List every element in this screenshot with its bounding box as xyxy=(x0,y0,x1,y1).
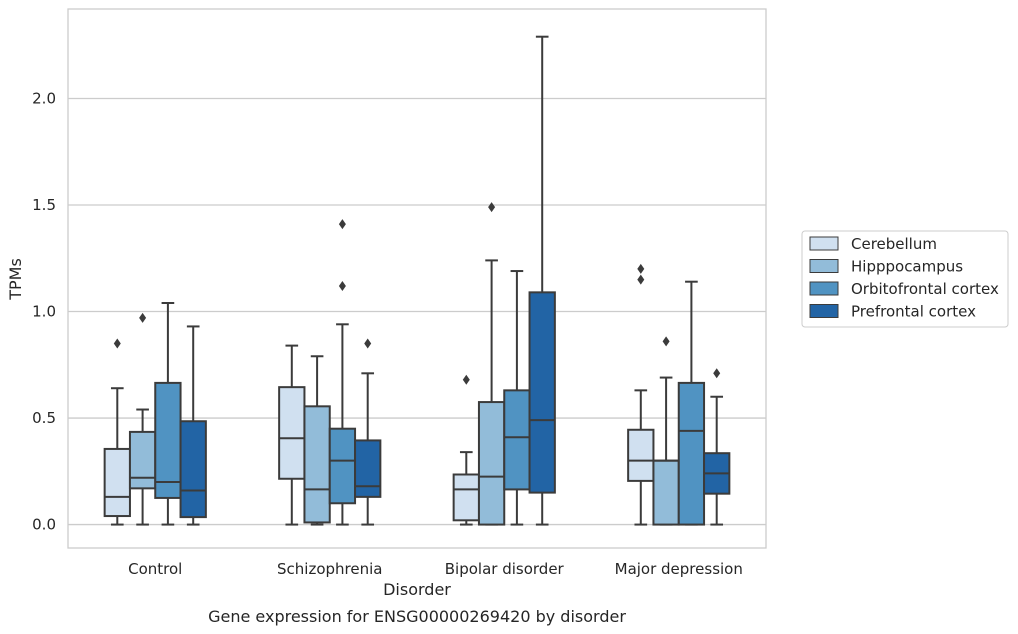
box-body xyxy=(627,428,655,482)
legend-label: Prefrontal cortex xyxy=(851,303,976,321)
y-tick-label: 1.5 xyxy=(32,196,56,214)
legend-label: Hipppocampus xyxy=(851,258,963,276)
legend-label: Orbitofrontal cortex xyxy=(851,280,999,298)
outlier-marker xyxy=(662,336,670,347)
box-body xyxy=(103,447,131,518)
legend-swatch xyxy=(809,236,839,251)
box-body xyxy=(179,420,207,519)
legend-swatch xyxy=(809,304,839,318)
chart-caption: Gene expression for ENSG00000269420 by d… xyxy=(208,607,626,626)
legend-swatch xyxy=(809,281,839,296)
outlier-marker xyxy=(488,202,496,213)
box-hipppocampus-control xyxy=(128,312,157,526)
x-tick-labels: Control Schizophrenia Bipolar disorder Majo… xyxy=(128,560,743,578)
box-orbitofrontal-cortex-control xyxy=(154,302,182,526)
x-axis-title: Disorder xyxy=(383,580,451,599)
x-tick-label: Schizophrenia xyxy=(277,560,382,578)
legend-frame xyxy=(801,230,1009,328)
outlier-marker xyxy=(338,280,346,291)
legend: Cerebellum Hipppocampus Orbitofrontal cort… xyxy=(801,230,1009,328)
box-body xyxy=(303,405,331,524)
outlier-marker xyxy=(338,219,346,230)
y-tick-label: 1.0 xyxy=(32,303,56,321)
box-prefrontal-cortex-schizophrenia xyxy=(354,338,382,526)
box-body xyxy=(528,291,556,494)
box-prefrontal-cortex-bipolar-disorder xyxy=(528,35,556,526)
box-body xyxy=(477,401,506,526)
plot-frame xyxy=(67,8,767,549)
outlier-marker xyxy=(113,338,121,349)
box-cerebellum-bipolar-disorder xyxy=(452,374,480,526)
box-cerebellum-control xyxy=(103,338,131,526)
y-axis-title: TPMs xyxy=(6,258,25,301)
box-body xyxy=(154,381,182,499)
x-tick-label: Bipolar disorder xyxy=(445,560,565,578)
outlier-marker xyxy=(637,274,645,285)
box-body xyxy=(652,459,680,526)
y-tick-label: 0.0 xyxy=(32,516,56,534)
y-tick-labels: 0.0 0.5 1.0 1.5 2.0 xyxy=(32,89,56,533)
box-series xyxy=(103,35,731,526)
box-body xyxy=(503,389,531,491)
box-body xyxy=(452,473,480,522)
box-body xyxy=(354,439,382,498)
box-body xyxy=(278,386,306,480)
box-body xyxy=(328,427,357,505)
outlier-marker xyxy=(637,263,645,274)
outlier-marker xyxy=(364,338,372,349)
legend-label: Cerebellum xyxy=(851,235,937,253)
y-tick-label: 0.5 xyxy=(32,409,56,427)
outlier-marker xyxy=(139,312,147,323)
outlier-marker xyxy=(713,368,721,379)
box-cerebellum-major-depression xyxy=(627,263,655,526)
y-tick-label: 2.0 xyxy=(32,89,56,107)
outlier-marker xyxy=(462,374,470,385)
x-tick-label: Major depression xyxy=(615,560,743,578)
x-tick-label: Control xyxy=(128,560,182,578)
box-prefrontal-cortex-control xyxy=(179,325,207,526)
box-body xyxy=(128,430,157,490)
box-body xyxy=(677,381,706,526)
box-orbitofrontal-cortex-schizophrenia xyxy=(328,219,357,526)
y-gridlines xyxy=(68,97,766,526)
box-hipppocampus-major-depression xyxy=(652,336,680,526)
legend-swatch xyxy=(809,259,839,273)
box-prefrontal-cortex-major-depression xyxy=(703,368,731,526)
